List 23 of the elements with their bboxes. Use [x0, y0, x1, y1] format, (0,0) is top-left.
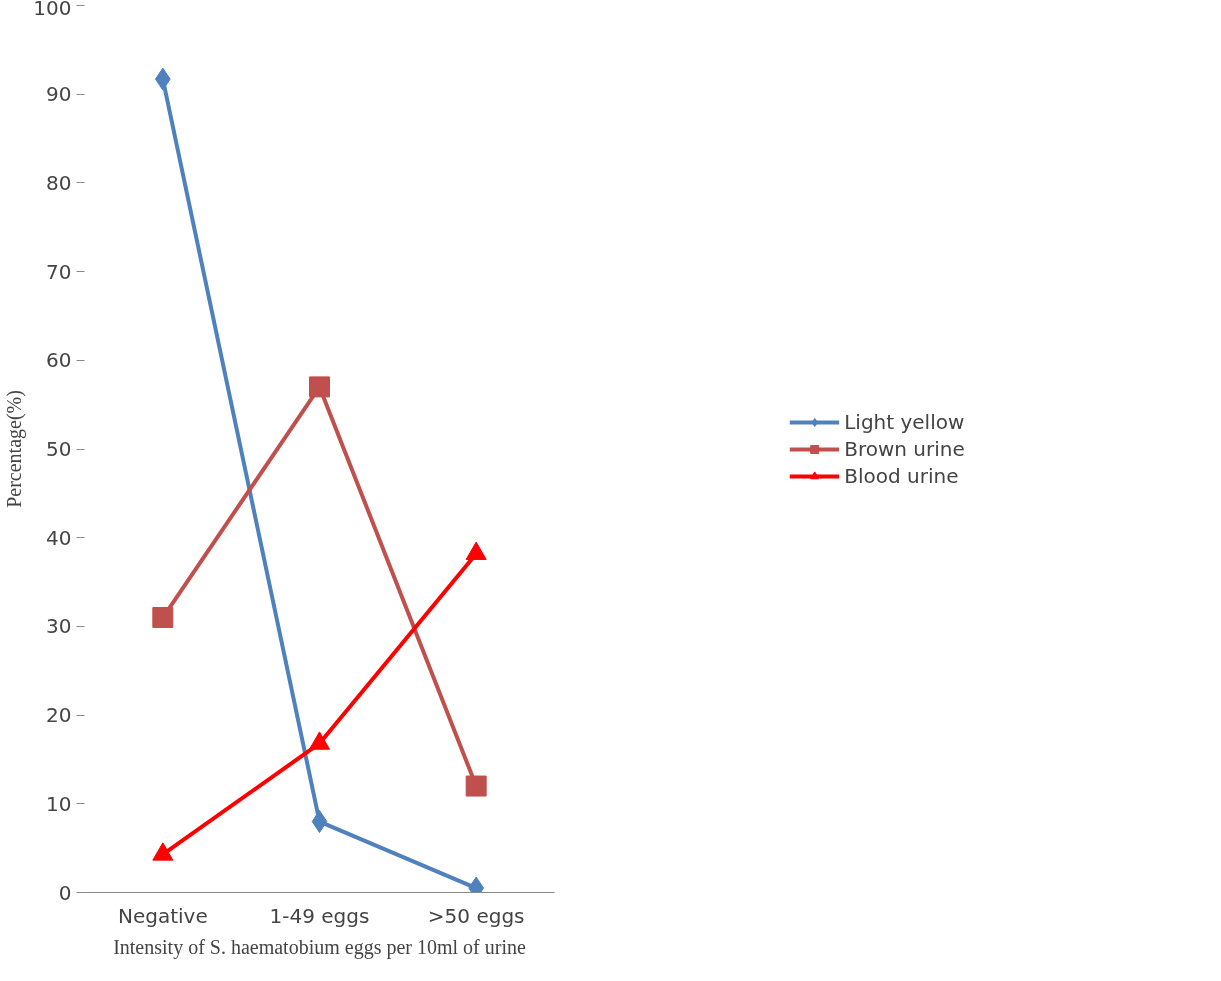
y-tick-label: 30: [46, 614, 72, 639]
point: [465, 541, 487, 560]
y-tick-label: 10: [46, 791, 72, 816]
y-tick-label: 20: [46, 703, 72, 728]
y-tick-label: 90: [46, 82, 72, 107]
y-tick-label: 100: [33, 0, 72, 20]
y-axis-title: Percentage(%): [3, 390, 27, 508]
y-tick-label: 0: [58, 880, 72, 905]
x-tick-label: Negative: [117, 903, 208, 928]
y-tick-label: 80: [46, 170, 72, 195]
y-tick-label: 40: [46, 525, 72, 550]
legend-label: Brown urine: [844, 436, 965, 461]
y-tick-label: 70: [46, 259, 72, 284]
x-tick-label: >50 eggs: [427, 903, 525, 928]
point: [152, 842, 174, 861]
point: [309, 376, 330, 398]
x-axis-title: Intensity of S. haematobium eggs per 10ml of urine: [113, 935, 526, 959]
legend-label: Light yellow: [844, 409, 965, 434]
point: [309, 731, 330, 750]
y-tick-label: 60: [46, 348, 72, 373]
y-tick-label: 50: [46, 437, 72, 461]
x-tick-label: 1-49 eggs: [269, 903, 370, 928]
legend-label: Blood urine: [844, 463, 959, 488]
